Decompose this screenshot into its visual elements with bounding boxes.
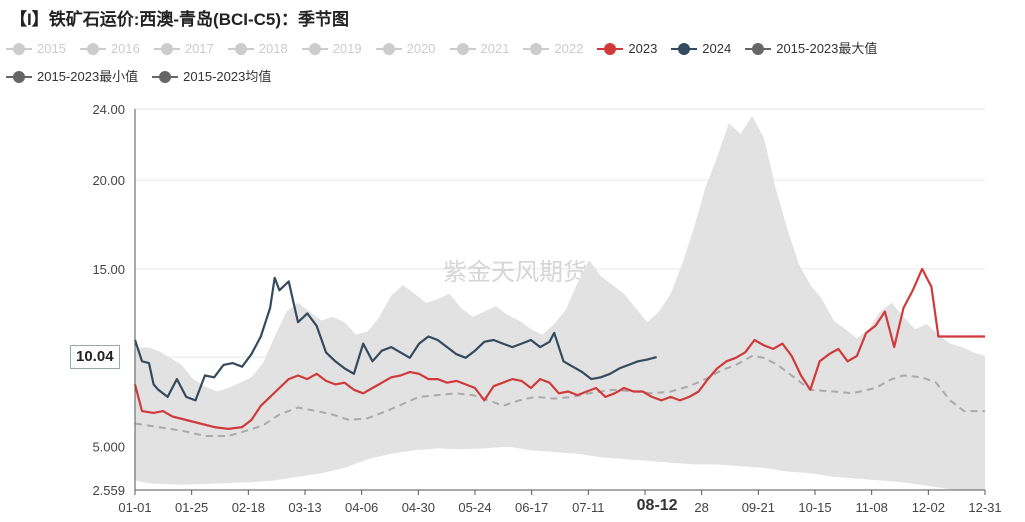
series-line-0 (134, 355, 985, 437)
x-tick-label: 09-21 (742, 500, 775, 515)
legend-label: 2016 (110, 41, 140, 56)
legend-label: 2018 (258, 41, 288, 56)
x-tick-label: 07-11 (572, 500, 604, 515)
legend-marker (449, 43, 476, 55)
legend-label: 2015-2023最小值 (37, 69, 139, 84)
legend-label: 2021 (480, 41, 510, 56)
x-tick-label: 12-02 (912, 500, 945, 515)
legend-item-5[interactable]: 2020 (375, 36, 436, 62)
max-min-band (135, 116, 985, 490)
series-lines (133, 267, 985, 437)
x-tick-label: 04-06 (345, 500, 378, 515)
current-date-label: 08-12 (632, 497, 682, 515)
chart-title: 【I】铁矿石运价:西澳-青岛(BCI-C5)：季节图 (10, 10, 350, 29)
legend-item-1[interactable]: 2016 (79, 36, 140, 62)
x-tick-label: 05-24 (458, 500, 491, 515)
tick-labels: 2.559 5.000 15.00 20.00 24.00 01-01 01-25 02-18… (92, 102, 1001, 515)
legend-marker (152, 71, 179, 83)
y-tick-label: 2.559 (92, 483, 125, 498)
series-line-1 (133, 267, 985, 430)
x-tick-label: 12-31 (968, 500, 1001, 515)
legend-marker (6, 43, 32, 55)
legend-item-4[interactable]: 2019 (301, 36, 362, 62)
legend-label: 2022 (554, 41, 584, 56)
legend-item-0[interactable]: 2015 (6, 36, 66, 62)
x-tick-label: 03-13 (288, 500, 321, 515)
current-value-label: 10.04 (70, 345, 120, 370)
legend-marker (227, 43, 254, 55)
legend-item-6[interactable]: 2021 (449, 36, 510, 62)
legend-label: 2015 (37, 41, 66, 56)
legend-item-8[interactable]: 2023 (597, 36, 657, 62)
legend-marker (6, 71, 32, 83)
x-tick-label: 28 (694, 500, 708, 515)
series-line-2 (133, 276, 657, 402)
x-tick-label: 01-25 (175, 500, 208, 515)
legend-marker (745, 43, 772, 55)
x-tick-label: 06-17 (515, 500, 548, 515)
legend-label: 2023 (628, 41, 658, 56)
y-tick-label: 20.00 (92, 173, 125, 188)
legend-marker (597, 43, 624, 55)
x-tick-label: 04-30 (402, 500, 435, 515)
x-tick-label: 02-18 (232, 500, 265, 515)
y-tick-label: 5.000 (92, 440, 125, 455)
legend-item-2[interactable]: 2017 (153, 36, 214, 62)
legend-marker (671, 43, 698, 55)
band-area (135, 116, 985, 490)
legend-label: 2019 (332, 41, 362, 56)
legend-item-12[interactable]: 2015-2023均值 (152, 64, 271, 90)
x-tick-label: 10-15 (798, 500, 831, 515)
legend-item-10[interactable]: 2015-2023最大值 (745, 36, 877, 62)
legend-item-7[interactable]: 2022 (523, 36, 583, 62)
legend-marker (153, 43, 180, 55)
chart-legend: 2015 2016 2017 2018 2019 2020 2021 2022 2023 2024… (6, 36, 1021, 92)
axes (134, 109, 985, 491)
y-tick-label: 24.00 (92, 102, 125, 117)
legend-marker (375, 43, 402, 55)
watermark: 紫金天风期货 (443, 259, 587, 286)
y-tick-label: 15.00 (92, 262, 125, 277)
legend-label: 2024 (702, 41, 732, 56)
legend-item-3[interactable]: 2018 (227, 36, 288, 62)
x-tick-label: 01-01 (118, 500, 151, 515)
legend-item-11[interactable]: 2015-2023最小值 (6, 64, 138, 90)
legend-label: 2020 (406, 41, 436, 56)
x-tick-label: 11-08 (856, 500, 888, 515)
legend-marker (523, 43, 550, 55)
legend-item-9[interactable]: 2024 (671, 36, 731, 62)
legend-marker (79, 43, 106, 55)
legend-label: 2015-2023均值 (183, 69, 272, 84)
legend-label: 2017 (184, 41, 214, 56)
legend-marker (301, 43, 328, 55)
legend-label: 2015-2023最大值 (776, 41, 878, 56)
